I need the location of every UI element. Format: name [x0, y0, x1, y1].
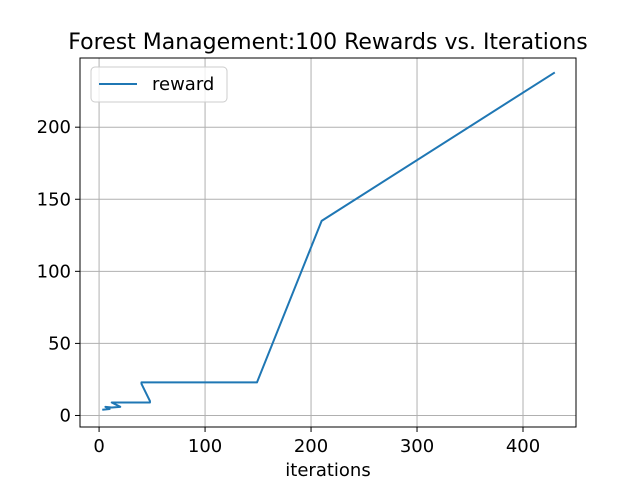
- x-ticks: 0 100 200 300 400: [93, 427, 540, 457]
- legend-label-reward: reward: [152, 74, 214, 95]
- y-tick-label: 50: [48, 333, 71, 354]
- y-tick-label: 0: [60, 405, 71, 426]
- legend-box: [90, 66, 228, 103]
- x-tick-label: 100: [188, 436, 222, 457]
- x-tick-label: 200: [294, 436, 328, 457]
- plot-frame: [79, 57, 577, 428]
- x-tick-label: 400: [506, 436, 540, 457]
- grid: [80, 58, 576, 427]
- chart-title: Forest Management:100 Rewards vs. Iterat…: [68, 30, 587, 55]
- y-tick-label: 150: [37, 189, 71, 210]
- y-ticks: 0 50 100 150 200: [37, 117, 80, 426]
- x-tick-label: 0: [93, 436, 104, 457]
- x-axis-label: iterations: [285, 460, 370, 480]
- y-tick-label: 100: [37, 261, 71, 282]
- series-line-reward: [102, 71, 556, 411]
- y-tick-label: 200: [37, 117, 71, 138]
- legend: reward: [90, 66, 228, 103]
- series-layer: [102, 71, 556, 411]
- x-tick-label: 300: [400, 436, 434, 457]
